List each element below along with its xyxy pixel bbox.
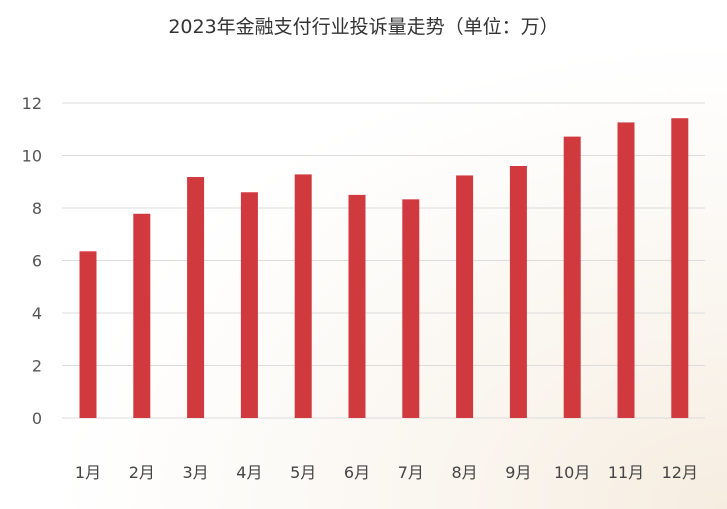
y-tick-label: 4 <box>32 304 42 323</box>
bar-10 <box>563 136 581 418</box>
y-tick-label: 8 <box>32 199 42 218</box>
y-tick-label: 6 <box>32 252 42 271</box>
y-tick-label: 2 <box>32 357 42 376</box>
x-tick-label: 5月 <box>290 463 316 482</box>
bar-1 <box>79 251 97 418</box>
bar-5 <box>294 174 312 418</box>
bar-2 <box>133 213 151 418</box>
x-tick-label: 3月 <box>183 463 209 482</box>
y-tick-label: 10 <box>22 147 42 166</box>
bar-12 <box>671 118 689 418</box>
bar-3 <box>187 177 205 418</box>
grid-layer <box>62 102 705 419</box>
y-axis: 0 2 4 6 8 10 12 <box>22 94 42 428</box>
x-tick-label: 4月 <box>236 463 262 482</box>
chart-title: 2023年金融支付行业投诉量走势（单位：万） <box>168 16 559 38</box>
x-tick-label: 12月 <box>662 463 698 482</box>
x-tick-label: 11月 <box>608 463 644 482</box>
bar-11 <box>617 122 635 419</box>
x-tick-label: 10月 <box>554 463 590 482</box>
bar-9 <box>509 166 527 418</box>
x-tick-label: 7月 <box>398 463 424 482</box>
y-tick-label: 0 <box>32 409 42 428</box>
x-tick-label: 8月 <box>452 463 478 482</box>
bars <box>79 118 689 419</box>
x-tick-label: 1月 <box>75 463 101 482</box>
x-axis: 1月 2月 3月 4月 5月 6月 7月 8月 9月 10月 11月 12月 <box>75 463 698 482</box>
bar-8 <box>456 175 474 418</box>
bar-7 <box>402 199 420 418</box>
x-tick-label: 6月 <box>344 463 370 482</box>
bar-4 <box>240 192 258 418</box>
x-tick-label: 9月 <box>505 463 531 482</box>
x-tick-label: 2月 <box>129 463 155 482</box>
y-tick-label: 12 <box>22 94 42 113</box>
bar-6 <box>348 194 366 418</box>
